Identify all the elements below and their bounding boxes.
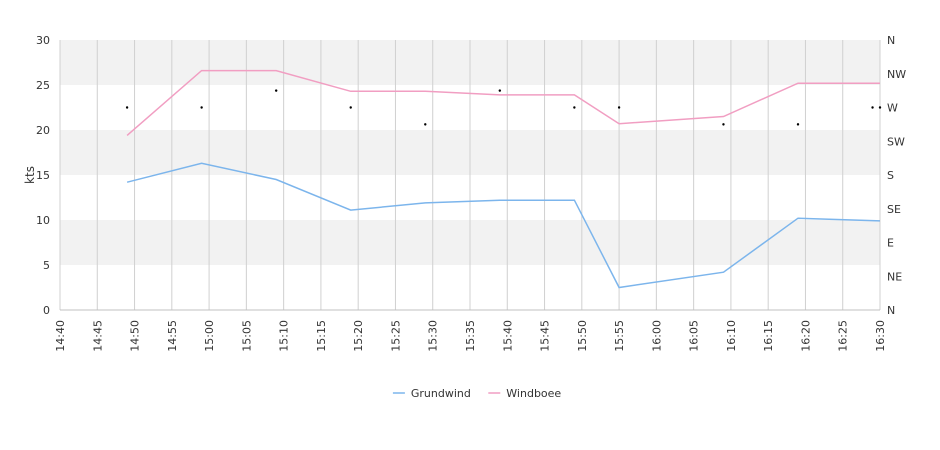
x-tick-label: 15:40 [501,320,514,352]
direction-axis-label: SW [887,135,905,148]
x-tick-label: 14:55 [166,320,179,352]
direction-axis-label: NW [887,68,906,81]
legend-label: Windboee [506,387,561,400]
legend-label: Grundwind [411,387,471,400]
direction-marker [573,106,576,109]
x-tick-label: 16:00 [650,320,663,352]
direction-marker [200,106,203,109]
x-tick-label: 16:20 [799,320,812,352]
legend-item-grundwind[interactable]: Grundwind [392,387,471,400]
direction-marker [871,106,874,109]
direction-axis-label: N [887,34,895,47]
direction-axis-label: SE [887,203,901,216]
y-tick-label: 5 [43,259,50,272]
x-tick-label: 15:55 [613,320,626,352]
direction-axis-label: S [887,169,894,182]
y-tick-label: 30 [36,34,50,47]
y-tick-label: 25 [36,79,50,92]
direction-axis-label: W [887,102,898,115]
direction-markers [125,89,882,126]
x-tick-label: 16:05 [688,320,701,352]
direction-marker [125,106,129,109]
series-line-windboee [126,69,880,136]
direction-marker [349,106,352,109]
direction-axis-label: NE [887,270,902,283]
x-tick-label: 15:30 [427,320,440,352]
x-tick-label: 15:25 [389,320,402,352]
y-tick-label: 20 [36,124,50,137]
x-tick-label: 14:45 [91,320,104,352]
direction-axis-label: E [887,237,894,250]
direction-marker [274,89,278,92]
x-tick-label: 15:50 [576,320,589,352]
direction-marker [722,123,725,126]
y-tick-label: 10 [36,214,50,227]
x-tick-label: 16:15 [762,320,775,352]
x-tick-label: 15:10 [278,320,291,352]
direction-marker [424,123,427,126]
legend: Grundwind Windboee [392,387,561,400]
x-tick-label: 15:35 [464,320,477,352]
y-tick-label: 0 [43,304,50,317]
series-lines [126,69,881,289]
x-tick-label: 15:45 [539,320,552,352]
x-tick-label: 16:10 [725,320,738,352]
x-tick-label: 16:30 [874,320,887,352]
x-tick-label: 16:25 [837,320,850,352]
direction-axis-label: N [887,304,895,317]
axes: 14:40 14:45 14:50 14:55 15:00 15:05 15:10 15:15… [36,34,906,352]
series-line-grundwind [126,162,881,289]
x-tick-label: 15:05 [240,320,253,352]
direction-marker [617,106,621,109]
legend-item-windboee[interactable]: Windboee [488,387,561,400]
x-tick-label: 14:50 [129,320,142,352]
direction-marker [498,89,502,92]
y-tick-label: 15 [36,169,50,182]
x-tick-label: 15:00 [203,320,216,352]
y-axis-label: kts [23,166,37,184]
x-tick-label: 14:40 [54,320,67,352]
x-tick-label: 15:15 [315,320,328,352]
x-tick-label: 15:20 [352,320,365,352]
direction-marker [796,123,800,126]
direction-marker [878,106,882,109]
grid [59,40,881,310]
